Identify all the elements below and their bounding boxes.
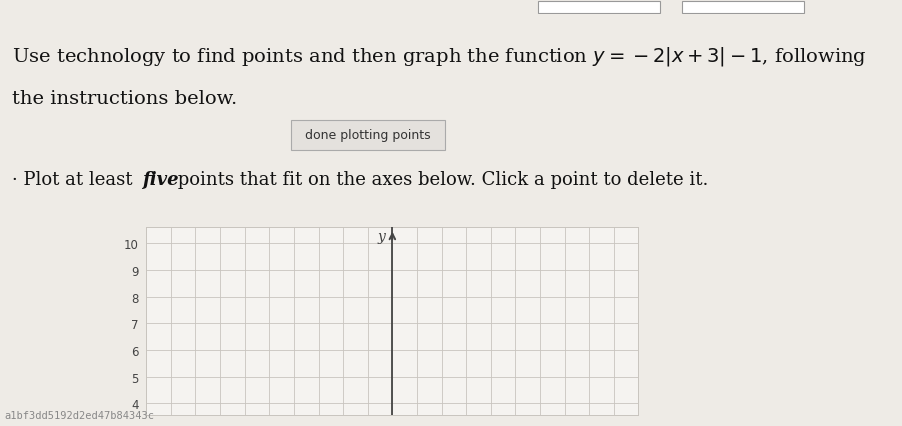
FancyBboxPatch shape <box>538 2 659 14</box>
Text: done plotting points: done plotting points <box>305 129 430 142</box>
Text: · Plot at least: · Plot at least <box>12 170 138 188</box>
Text: the instructions below.: the instructions below. <box>12 89 236 107</box>
FancyBboxPatch shape <box>681 2 803 14</box>
Text: y: y <box>377 229 384 243</box>
Text: a1bf3dd5192d2ed47b84343c: a1bf3dd5192d2ed47b84343c <box>5 411 154 420</box>
Text: Use technology to find points and then graph the function $y = -2|x + 3| - 1$, f: Use technology to find points and then g… <box>12 45 866 68</box>
FancyBboxPatch shape <box>290 121 445 151</box>
Text: five: five <box>142 170 179 188</box>
Text: points that fit on the axes below. Click a point to delete it.: points that fit on the axes below. Click… <box>172 170 708 188</box>
